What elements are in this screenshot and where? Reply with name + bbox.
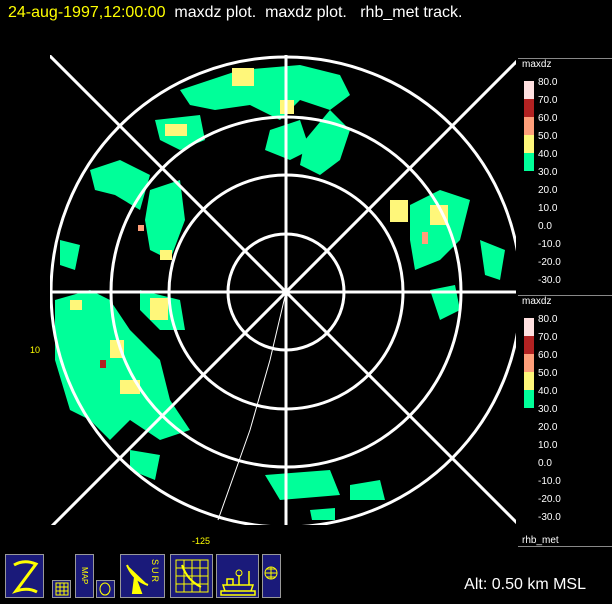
- plot-title: 24-aug-1997,12:00:00 maxdz plot. maxdz p…: [8, 4, 462, 22]
- circle-button[interactable]: [96, 580, 115, 598]
- map-button[interactable]: MAP: [75, 554, 94, 598]
- altitude-readout: Alt: 0.50 km MSL: [464, 576, 586, 593]
- legend-tick-label: 40.0: [538, 149, 558, 160]
- legend-tick-label: 0.0: [538, 458, 552, 469]
- ship-button[interactable]: [216, 554, 259, 598]
- map-icon: MAP: [80, 567, 89, 585]
- range-rings: [50, 55, 516, 525]
- legend-tick-label: 70.0: [538, 332, 558, 343]
- title-rest: maxdz plot. maxdz plot. rhb_met track.: [174, 4, 463, 21]
- legend-tick-label: 30.0: [538, 404, 558, 415]
- legend-tick-label: 80.0: [538, 314, 558, 325]
- legend-tick-label: 40.0: [538, 386, 558, 397]
- color-legend-1: maxdz 80.0 70.0 60.0 50.0 40.0 30.0 20.0 10.0 0.…: [518, 58, 612, 295]
- z-button[interactable]: [5, 554, 44, 598]
- legend-tick-label: 20.0: [538, 185, 558, 196]
- legend-title: maxdz: [522, 59, 552, 70]
- legend-tick-label: -20.0: [538, 257, 561, 268]
- legend-tick-label: 50.0: [538, 131, 558, 142]
- legend-tick-label: 20.0: [538, 422, 558, 433]
- color-legend-2: maxdz 80.0 70.0 60.0 50.0 40.0 30.0 20.0 10.0 0.…: [518, 295, 612, 532]
- radar-grid-icon: [175, 559, 209, 593]
- legend-tick-label: -10.0: [538, 239, 561, 250]
- track-label: rhb_met: [518, 535, 612, 547]
- sur-button[interactable]: SUR: [120, 554, 165, 598]
- legend-tick-label: 60.0: [538, 113, 558, 124]
- echo-layer: [50, 55, 516, 525]
- radar-sur-icon: [126, 564, 149, 594]
- datetime: 24-aug-1997,12:00:00: [8, 4, 166, 21]
- legend-tick-label: 0.0: [538, 221, 552, 232]
- legend-tick-label: 60.0: [538, 350, 558, 361]
- axis-label-left: 10: [30, 345, 41, 355]
- legend-tick-label: 30.0: [538, 167, 558, 178]
- circle-icon: [99, 582, 111, 596]
- legend-tick-label: -10.0: [538, 476, 561, 487]
- grid-icon: [55, 582, 69, 596]
- legend-tick-label: 10.0: [538, 203, 558, 214]
- ship-icon: [220, 569, 256, 596]
- globe-icon: [264, 566, 278, 580]
- legend-tick-label: -20.0: [538, 494, 561, 505]
- legend-tick-label: -30.0: [538, 275, 561, 286]
- globe-button[interactable]: [262, 554, 281, 598]
- radar-grid-button[interactable]: [170, 554, 213, 598]
- axis-label-bottom: -125: [192, 536, 211, 546]
- legend-tick-label: 80.0: [538, 77, 558, 88]
- legend-tick-label: -30.0: [538, 512, 561, 523]
- ship-track: [217, 291, 287, 521]
- legend-tick-label: 10.0: [538, 440, 558, 451]
- legend-title: maxdz: [522, 296, 552, 307]
- sur-label: SUR: [150, 559, 160, 585]
- grid-button[interactable]: [52, 580, 71, 598]
- legend-tick-label: 50.0: [538, 368, 558, 379]
- z-icon: [11, 560, 39, 594]
- legend-tick-label: 70.0: [538, 95, 558, 106]
